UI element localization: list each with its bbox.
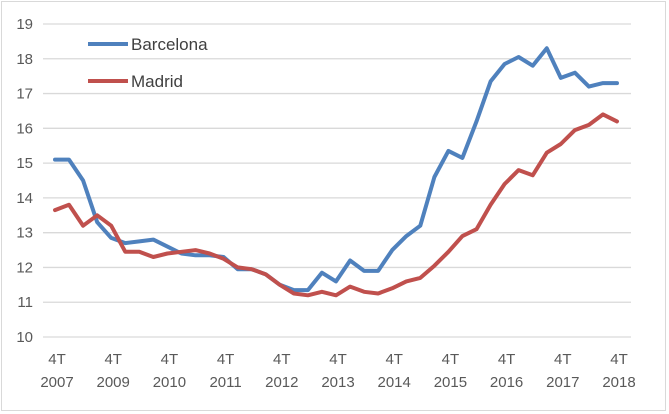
y-tick-label: 12 [16, 259, 33, 276]
y-tick-label: 17 [16, 86, 33, 103]
y-tick-label: 19 [16, 16, 33, 33]
x-tick-quarter: 4T [498, 351, 516, 368]
series-line-madrid [53, 112, 619, 298]
series-lines [53, 46, 619, 298]
x-tick-quarter: 4T [329, 351, 347, 368]
y-axis-ticks: 10 11 12 13 14 15 16 17 18 19 [16, 16, 33, 346]
x-axis-ticks: 4T 2007 4T 2009 4T 2010 4T 2011 4T 2012 4T 2013 4T 20… [40, 351, 635, 391]
legend: Barcelona Madrid [88, 35, 208, 91]
x-tick-year: 2015 [434, 374, 467, 391]
x-tick-year: 2011 [209, 374, 241, 391]
x-tick-quarter: 4T [273, 351, 291, 368]
x-tick-year: 2010 [153, 374, 186, 391]
x-tick-year: 2013 [321, 374, 354, 391]
x-tick-quarter: 4T [217, 351, 235, 368]
y-tick-label: 15 [16, 155, 33, 172]
x-tick-year: 2016 [490, 374, 523, 391]
x-tick-year: 2009 [97, 374, 130, 391]
y-tick-label: 10 [16, 329, 33, 346]
x-tick-quarter: 4T [104, 351, 122, 368]
x-tick-year: 2007 [40, 374, 73, 391]
x-tick-quarter: 4T [610, 351, 628, 368]
x-tick-quarter: 4T [48, 351, 66, 368]
x-tick-year: 2018 [602, 374, 635, 391]
x-tick-quarter: 4T [442, 351, 460, 368]
legend-label-madrid: Madrid [131, 72, 183, 91]
x-tick-quarter: 4T [161, 351, 179, 368]
y-tick-label: 13 [16, 225, 33, 242]
x-tick-quarter: 4T [385, 351, 403, 368]
y-tick-label: 11 [17, 294, 33, 311]
x-tick-year: 2014 [378, 374, 411, 391]
x-tick-year: 2012 [265, 374, 298, 391]
series-line-barcelona [53, 46, 619, 293]
x-tick-year: 2017 [546, 374, 579, 391]
legend-label-barcelona: Barcelona [131, 35, 208, 54]
y-tick-label: 18 [16, 51, 33, 68]
x-tick-quarter: 4T [554, 351, 572, 368]
gridlines [43, 23, 631, 338]
y-tick-label: 16 [16, 120, 33, 137]
y-tick-label: 14 [16, 190, 33, 207]
